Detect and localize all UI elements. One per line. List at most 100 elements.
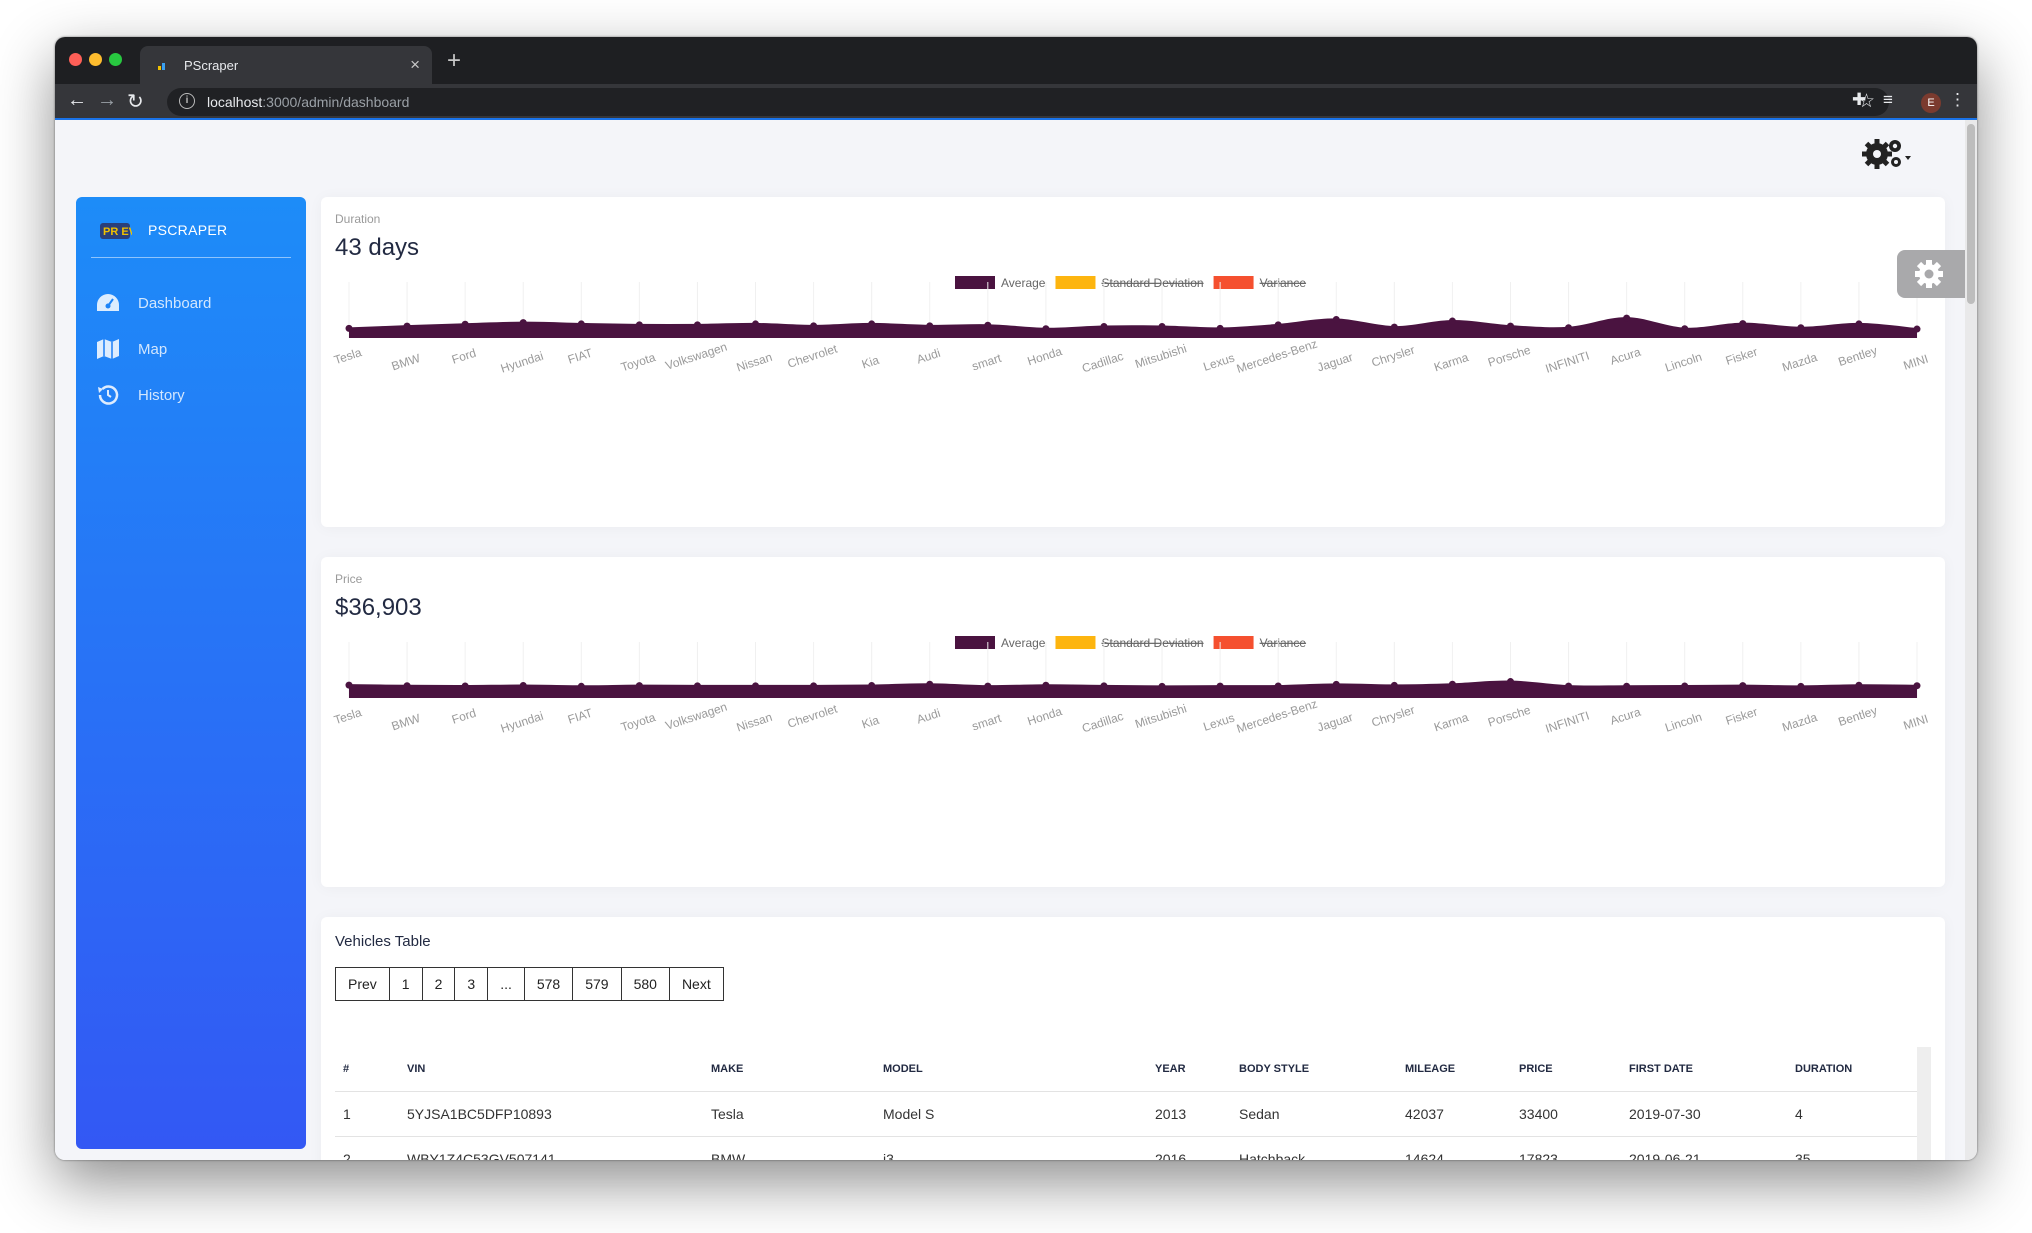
column-header[interactable]: BODY STYLE [1231, 1047, 1397, 1092]
close-window-button[interactable] [69, 53, 82, 66]
data-point [1681, 682, 1689, 690]
data-point [1913, 682, 1921, 690]
table-scrollbar[interactable] [1917, 1047, 1931, 1160]
pager-prev-button[interactable]: Prev [335, 967, 390, 1001]
average-area [349, 318, 1917, 338]
brand[interactable]: PR EV PSCRAPER [100, 217, 280, 257]
x-tick-label: Lexus [1201, 711, 1236, 734]
data-point [1797, 682, 1805, 690]
data-point [519, 319, 527, 327]
forward-icon[interactable]: → [97, 89, 117, 111]
x-tick-label: INFINITI [1544, 349, 1591, 376]
minimize-window-button[interactable] [89, 53, 102, 66]
back-icon[interactable]: ← [67, 89, 87, 111]
x-tick-label: INFINITI [1544, 709, 1591, 736]
x-tick-label: Toyota [619, 350, 657, 374]
column-header[interactable]: FIRST DATE [1621, 1047, 1787, 1092]
fixed-settings-button[interactable] [1897, 250, 1965, 298]
sidebar-item-dashboard[interactable]: Dashboard [96, 290, 296, 320]
sidebar-item-map[interactable]: Map [96, 336, 296, 366]
table-cell: 2016 [1147, 1136, 1231, 1160]
x-tick-label: Ford [450, 346, 478, 367]
data-point [1158, 322, 1166, 330]
data-point [1506, 678, 1514, 686]
table-cell: 4 [1787, 1091, 1919, 1137]
legend-label: Standard Deviation [1101, 276, 1203, 290]
x-tick-label: Cadillac [1080, 349, 1125, 376]
pager-578-button[interactable]: 578 [523, 967, 574, 1001]
favicon-icon [158, 63, 165, 70]
page-scrollbar[interactable] [1965, 120, 1977, 1160]
column-header[interactable]: MODEL [875, 1047, 1147, 1092]
x-tick-label: smart [970, 711, 1003, 734]
vehicles-table-title: Vehicles Table [335, 933, 431, 950]
data-point [1855, 320, 1863, 328]
data-point [810, 322, 818, 330]
x-tick-label: Lincoln [1663, 710, 1703, 735]
pager-next-button[interactable]: Next [668, 967, 724, 1001]
x-tick-label: FIAT [566, 705, 595, 726]
average-line [348, 317, 1918, 331]
pager-3-button[interactable]: 3 [454, 967, 489, 1001]
column-header[interactable]: DURATION [1787, 1047, 1919, 1092]
column-header[interactable]: YEAR [1147, 1047, 1231, 1092]
site-info-icon[interactable]: i [179, 93, 195, 109]
profile-avatar[interactable]: E [1921, 93, 1941, 113]
pager-2-button[interactable]: 2 [421, 967, 456, 1001]
x-tick-label: Bentley [1836, 343, 1878, 369]
sidebar-item-history[interactable]: History [96, 382, 296, 412]
browser-tab[interactable]: PScraper × [140, 46, 432, 84]
history-icon [98, 385, 119, 405]
data-point [926, 680, 934, 688]
x-tick-label: Hyundai [499, 349, 545, 376]
x-tick-label: Volkswagen [664, 340, 729, 373]
pager-580-button[interactable]: 580 [620, 967, 670, 1001]
settings-gears-dropdown-icon[interactable] [1861, 136, 1913, 170]
data-point [403, 322, 411, 330]
bookmark-star-icon[interactable]: ☆ [1857, 91, 1875, 112]
new-tab-button[interactable]: + [447, 47, 462, 74]
pager-579-button[interactable]: 579 [572, 967, 622, 1001]
x-tick-label: Tesla [332, 705, 363, 727]
table-cell: 35 [1787, 1136, 1919, 1160]
extensions-icon[interactable]: ✚ [1852, 90, 1867, 109]
table-cell: Model S [875, 1091, 1147, 1137]
column-header[interactable]: PRICE [1511, 1047, 1621, 1092]
data-point [1274, 321, 1282, 329]
data-point [868, 682, 876, 690]
table-row[interactable]: 2 WBY1Z4C53GV507141 BMW i3 2016 Hatchback 1462… [335, 1136, 1919, 1160]
maximize-window-button[interactable] [109, 53, 122, 66]
media-control-icon[interactable]: ≡ [1883, 90, 1893, 109]
column-header[interactable]: # [335, 1047, 399, 1092]
pager-1-button[interactable]: 1 [388, 967, 423, 1001]
address-bar[interactable]: i localhost:3000/admin/dashboard ☆ [167, 88, 1889, 116]
sidebar-divider [91, 257, 291, 258]
x-tick-label: Honda [1026, 344, 1064, 368]
browser-menu-icon[interactable]: ⋮ [1949, 90, 1966, 109]
x-tick-label: Chrysler [1370, 343, 1417, 370]
table-cell: 5YJSA1BC5DFP10893 [399, 1091, 703, 1137]
table-cell: WBY1Z4C53GV507141 [399, 1136, 703, 1160]
x-tick-label: Tesla [332, 345, 363, 367]
data-point [1100, 682, 1108, 690]
page-scroll-thumb[interactable] [1967, 124, 1975, 304]
data-point [635, 682, 643, 690]
card-value: 43 days [335, 234, 420, 261]
data-point [752, 682, 760, 690]
x-tick-label: BMW [390, 351, 423, 374]
x-tick-label: Jaguar [1315, 350, 1354, 375]
legend-swatch [1213, 636, 1254, 649]
close-tab-icon[interactable]: × [410, 55, 420, 74]
data-point [1913, 325, 1921, 333]
tab-title: PScraper [184, 58, 239, 73]
table-cell: Sedan [1231, 1091, 1397, 1137]
table-row[interactable]: 1 5YJSA1BC5DFP10893 Tesla Model S 2013 Sedan 4… [335, 1091, 1919, 1137]
column-header[interactable]: VIN [399, 1047, 703, 1092]
reload-icon[interactable]: ↻ [127, 91, 144, 113]
legend-swatch [1055, 636, 1096, 649]
duration-chart: Average Standard Deviation Variance Tesla BM… [332, 276, 1930, 376]
column-header[interactable]: MAKE [703, 1047, 875, 1092]
column-header[interactable]: MILEAGE [1397, 1047, 1511, 1092]
average-area [349, 681, 1917, 698]
x-tick-label: MINI [1902, 712, 1930, 733]
